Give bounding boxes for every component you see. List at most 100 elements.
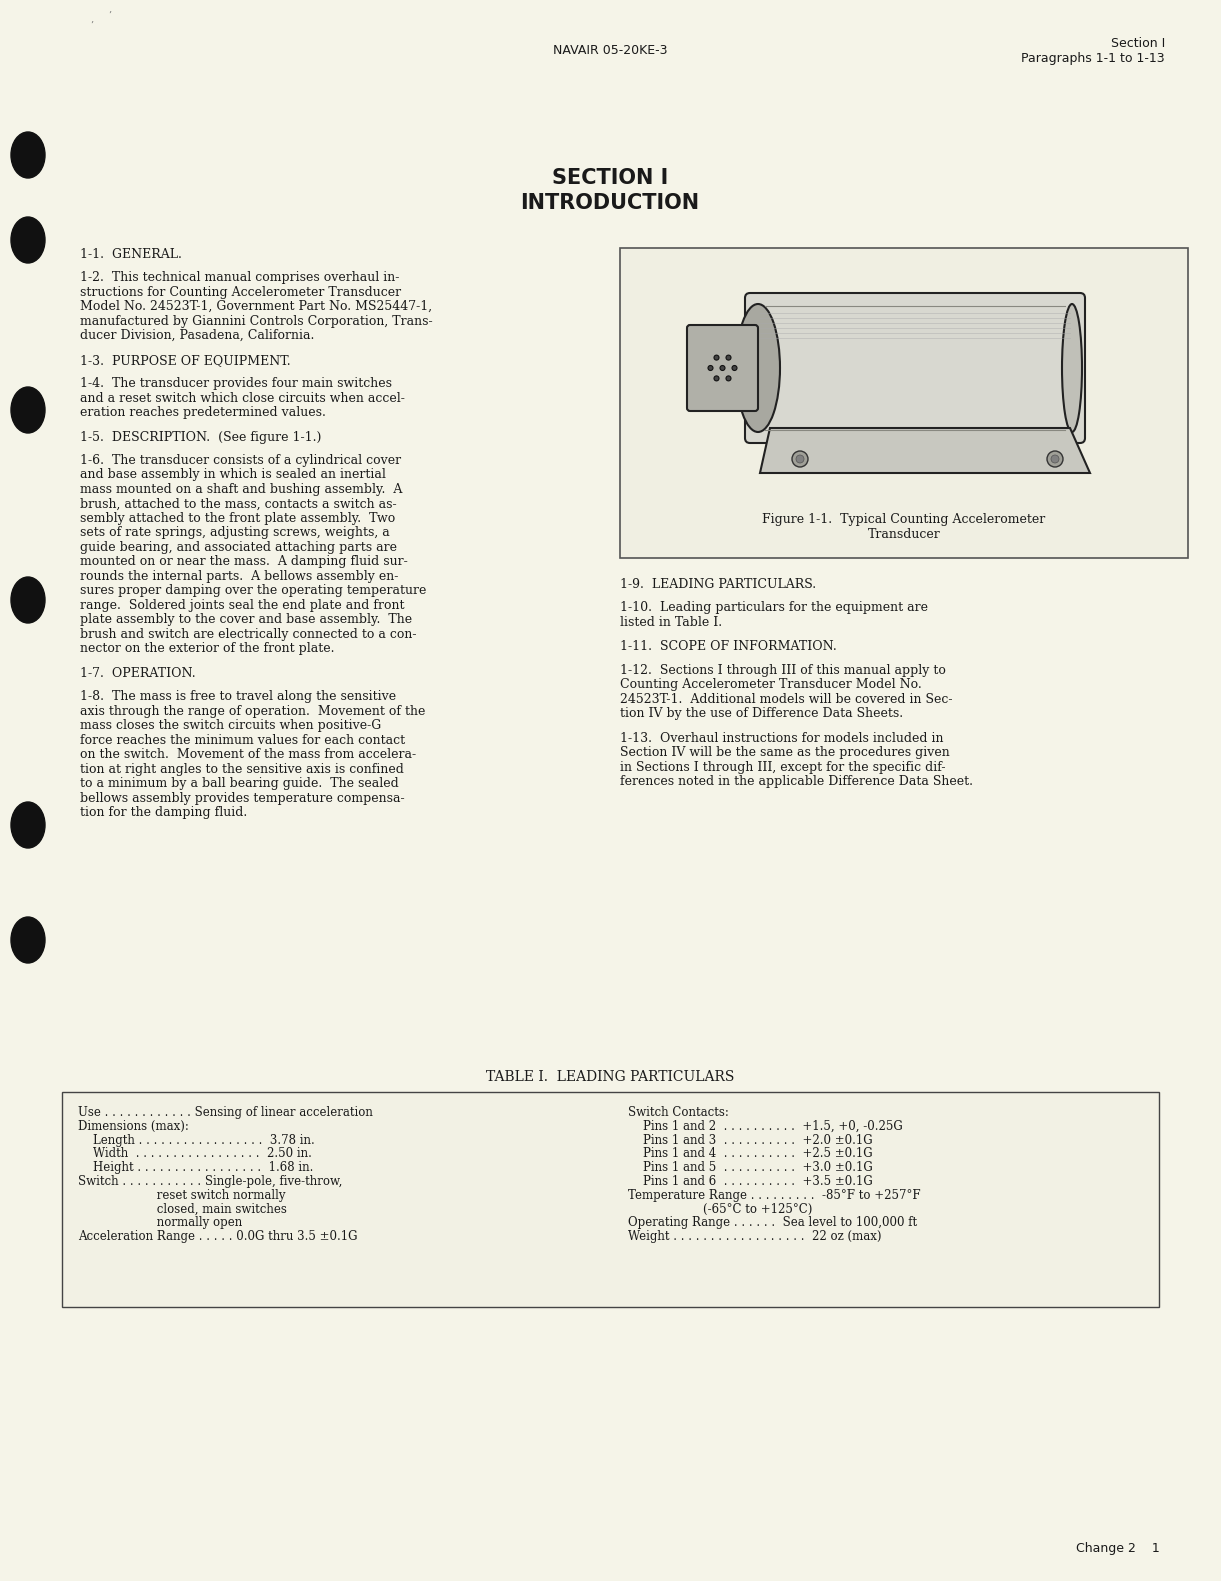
Text: Model No. 24523T-1, Government Part No. MS25447-1,: Model No. 24523T-1, Government Part No. … [81,300,432,313]
Text: 1-12.  Sections I through III of this manual apply to: 1-12. Sections I through III of this man… [620,664,946,677]
FancyBboxPatch shape [687,326,758,411]
Text: tion for the damping fluid.: tion for the damping fluid. [81,806,247,819]
Text: 1-3.  PURPOSE OF EQUIPMENT.: 1-3. PURPOSE OF EQUIPMENT. [81,354,291,367]
Text: Temperature Range . . . . . . . . .  -85°F to +257°F: Temperature Range . . . . . . . . . -85°… [628,1189,921,1202]
Text: sets of rate springs, adjusting screws, weights, a: sets of rate springs, adjusting screws, … [81,526,389,539]
Text: 1-10.  Leading particulars for the equipment are: 1-10. Leading particulars for the equipm… [620,601,928,613]
Ellipse shape [796,455,803,463]
Text: brush, attached to the mass, contacts a switch as-: brush, attached to the mass, contacts a … [81,498,397,511]
Text: TABLE I.  LEADING PARTICULARS: TABLE I. LEADING PARTICULARS [486,1070,734,1085]
Text: 1-4.  The transducer provides four main switches: 1-4. The transducer provides four main s… [81,376,392,391]
Ellipse shape [726,356,731,360]
Text: Counting Accelerometer Transducer Model No.: Counting Accelerometer Transducer Model … [620,678,922,691]
Text: and a reset switch which close circuits when accel-: and a reset switch which close circuits … [81,392,405,405]
Text: Section I: Section I [1111,36,1165,51]
Text: brush and switch are electrically connected to a con-: brush and switch are electrically connec… [81,628,416,640]
Ellipse shape [720,365,725,370]
Text: structions for Counting Accelerometer Transducer: structions for Counting Accelerometer Tr… [81,286,402,299]
Text: listed in Table I.: listed in Table I. [620,615,722,629]
Text: Length . . . . . . . . . . . . . . . . .  3.78 in.: Length . . . . . . . . . . . . . . . . .… [78,1134,315,1146]
FancyBboxPatch shape [745,292,1085,443]
Text: Transducer: Transducer [868,528,940,541]
Text: 1-8.  The mass is free to travel along the sensitive: 1-8. The mass is free to travel along th… [81,691,396,704]
Text: Change 2    1: Change 2 1 [1076,1541,1160,1556]
Text: Figure 1-1.  Typical Counting Accelerometer: Figure 1-1. Typical Counting Acceleromet… [762,512,1045,526]
Text: Pins 1 and 5  . . . . . . . . . .  +3.0 ±0.1G: Pins 1 and 5 . . . . . . . . . . +3.0 ±0… [628,1160,873,1175]
Ellipse shape [714,376,719,381]
Text: Acceleration Range . . . . . 0.0G thru 3.5 ±0.1G: Acceleration Range . . . . . 0.0G thru 3… [78,1230,358,1243]
Text: closed, main switches: closed, main switches [78,1203,287,1216]
Polygon shape [759,428,1090,473]
Text: 1-2.  This technical manual comprises overhaul in-: 1-2. This technical manual comprises ove… [81,272,399,285]
Ellipse shape [11,217,45,262]
Ellipse shape [11,802,45,847]
Text: guide bearing, and associated attaching parts are: guide bearing, and associated attaching … [81,541,397,553]
Ellipse shape [736,304,780,432]
Text: Switch Contacts:: Switch Contacts: [628,1107,729,1119]
Text: Dimensions (max):: Dimensions (max): [78,1119,189,1134]
Text: Switch . . . . . . . . . . . Single-pole, five-throw,: Switch . . . . . . . . . . . Single-pole… [78,1175,342,1187]
Text: ’: ’ [107,11,111,21]
Text: Height . . . . . . . . . . . . . . . . .  1.68 in.: Height . . . . . . . . . . . . . . . . .… [78,1160,314,1175]
Text: axis through the range of operation.  Movement of the: axis through the range of operation. Mov… [81,705,425,718]
Text: 1-6.  The transducer consists of a cylindrical cover: 1-6. The transducer consists of a cylind… [81,454,402,466]
Text: ducer Division, Pasadena, California.: ducer Division, Pasadena, California. [81,329,314,341]
Text: mounted on or near the mass.  A damping fluid sur-: mounted on or near the mass. A damping f… [81,555,408,569]
Text: nector on the exterior of the front plate.: nector on the exterior of the front plat… [81,642,335,656]
Text: normally open: normally open [78,1216,242,1230]
Text: INTRODUCTION: INTRODUCTION [520,193,700,213]
Bar [620,248,1188,558]
Ellipse shape [708,365,713,370]
Text: (-65°C to +125°C): (-65°C to +125°C) [628,1203,812,1216]
Text: manufactured by Giannini Controls Corporation, Trans-: manufactured by Giannini Controls Corpor… [81,315,432,327]
Ellipse shape [733,365,737,370]
Text: tion IV by the use of Difference Data Sheets.: tion IV by the use of Difference Data Sh… [620,707,904,719]
Text: to a minimum by a ball bearing guide.  The sealed: to a minimum by a ball bearing guide. Th… [81,778,399,790]
Text: Pins 1 and 3  . . . . . . . . . .  +2.0 ±0.1G: Pins 1 and 3 . . . . . . . . . . +2.0 ±0… [628,1134,873,1146]
Text: Section IV will be the same as the procedures given: Section IV will be the same as the proce… [620,746,950,759]
Text: range.  Soldered joints seal the end plate and front: range. Soldered joints seal the end plat… [81,599,404,612]
Text: eration reaches predetermined values.: eration reaches predetermined values. [81,406,326,419]
Text: plate assembly to the cover and base assembly.  The: plate assembly to the cover and base ass… [81,613,413,626]
Text: 1-9.  LEADING PARTICULARS.: 1-9. LEADING PARTICULARS. [620,579,816,591]
Ellipse shape [11,577,45,623]
Ellipse shape [792,451,808,466]
Text: and base assembly in which is sealed an inertial: and base assembly in which is sealed an … [81,468,386,481]
Text: Width  . . . . . . . . . . . . . . . . .  2.50 in.: Width . . . . . . . . . . . . . . . . . … [78,1148,311,1160]
Text: 1-13.  Overhaul instructions for models included in: 1-13. Overhaul instructions for models i… [620,732,944,745]
Text: on the switch.  Movement of the mass from accelera-: on the switch. Movement of the mass from… [81,748,416,760]
Text: 24523T-1.  Additional models will be covered in Sec-: 24523T-1. Additional models will be cove… [620,692,952,705]
Text: in Sections I through III, except for the specific dif-: in Sections I through III, except for th… [620,760,945,773]
Text: 1-5.  DESCRIPTION.  (See figure 1-1.): 1-5. DESCRIPTION. (See figure 1-1.) [81,430,321,444]
Text: Operating Range . . . . . .  Sea level to 100,000 ft: Operating Range . . . . . . Sea level to… [628,1216,917,1230]
Ellipse shape [11,917,45,963]
Ellipse shape [714,356,719,360]
Ellipse shape [11,387,45,433]
Text: Pins 1 and 4  . . . . . . . . . .  +2.5 ±0.1G: Pins 1 and 4 . . . . . . . . . . +2.5 ±0… [628,1148,873,1160]
Text: Pins 1 and 2  . . . . . . . . . .  +1.5, +0, -0.25G: Pins 1 and 2 . . . . . . . . . . +1.5, +… [628,1119,902,1134]
Text: ferences noted in the applicable Difference Data Sheet.: ferences noted in the applicable Differe… [620,775,973,789]
Text: mass closes the switch circuits when positive-G: mass closes the switch circuits when pos… [81,719,381,732]
Text: force reaches the minimum values for each contact: force reaches the minimum values for eac… [81,734,405,746]
Text: sures proper damping over the operating temperature: sures proper damping over the operating … [81,585,426,598]
Ellipse shape [1062,304,1082,432]
Text: 1-1.  GENERAL.: 1-1. GENERAL. [81,248,182,261]
Text: SECTION I: SECTION I [552,168,668,188]
Bar [62,1092,1159,1307]
Ellipse shape [11,131,45,179]
Ellipse shape [1051,455,1059,463]
Text: mass mounted on a shaft and bushing assembly.  A: mass mounted on a shaft and bushing asse… [81,482,403,496]
Text: Pins 1 and 6  . . . . . . . . . .  +3.5 ±0.1G: Pins 1 and 6 . . . . . . . . . . +3.5 ±0… [628,1175,873,1187]
Text: sembly attached to the front plate assembly.  Two: sembly attached to the front plate assem… [81,512,396,525]
Text: Weight . . . . . . . . . . . . . . . . . .  22 oz (max): Weight . . . . . . . . . . . . . . . . .… [628,1230,882,1243]
Text: rounds the internal parts.  A bellows assembly en-: rounds the internal parts. A bellows ass… [81,569,398,583]
Ellipse shape [726,376,731,381]
Text: tion at right angles to the sensitive axis is confined: tion at right angles to the sensitive ax… [81,762,404,776]
Text: NAVAIR 05-20KE-3: NAVAIR 05-20KE-3 [553,44,667,57]
Text: Paragraphs 1-1 to 1-13: Paragraphs 1-1 to 1-13 [1022,52,1165,65]
Ellipse shape [1046,451,1063,466]
Text: ’: ’ [90,21,93,30]
Text: 1-11.  SCOPE OF INFORMATION.: 1-11. SCOPE OF INFORMATION. [620,640,836,653]
Text: 1-7.  OPERATION.: 1-7. OPERATION. [81,667,195,680]
Text: Use . . . . . . . . . . . . Sensing of linear acceleration: Use . . . . . . . . . . . . Sensing of l… [78,1107,372,1119]
